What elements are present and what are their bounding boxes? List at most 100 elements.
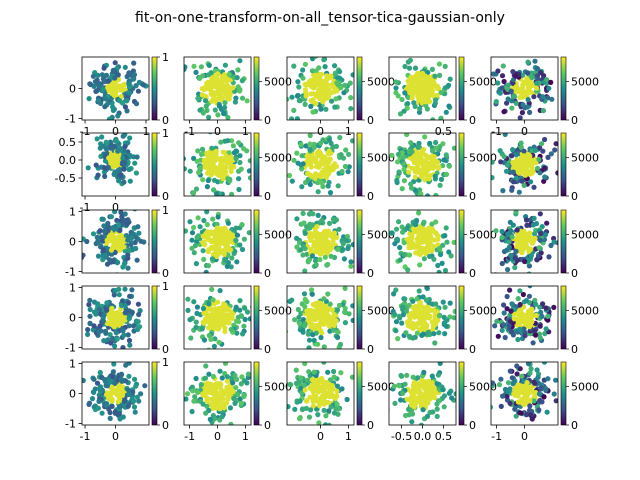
data-point <box>419 148 425 154</box>
data-point <box>223 158 229 164</box>
data-point <box>85 331 91 337</box>
data-point <box>323 168 329 174</box>
data-point <box>413 386 419 392</box>
colorbar-tick-label: 5000 <box>469 76 497 89</box>
data-point <box>117 227 123 234</box>
colorbar-tick-label: 5000 <box>264 152 292 165</box>
data-point <box>134 257 140 263</box>
data-point <box>234 330 240 336</box>
data-point <box>236 176 242 182</box>
data-point <box>90 73 96 79</box>
data-point <box>102 173 108 179</box>
data-point <box>518 144 524 150</box>
data-point <box>296 379 302 385</box>
data-point <box>131 404 138 410</box>
data-point <box>501 153 507 160</box>
data-point <box>541 165 548 171</box>
data-point <box>117 416 123 422</box>
data-point <box>102 165 108 171</box>
data-point <box>189 408 195 415</box>
data-point <box>86 400 93 406</box>
data-point <box>108 86 114 92</box>
data-point <box>434 92 440 98</box>
data-point <box>100 318 106 324</box>
data-point <box>545 317 551 323</box>
data-point <box>127 342 133 348</box>
data-point <box>225 114 231 120</box>
colorbar <box>458 132 465 197</box>
data-point <box>208 70 214 76</box>
data-point <box>126 81 132 87</box>
data-point <box>519 110 526 116</box>
data-point <box>396 383 403 389</box>
data-point <box>399 96 405 103</box>
data-point <box>415 154 421 160</box>
data-point <box>414 166 420 172</box>
data-point <box>234 259 240 265</box>
data-point <box>236 140 242 146</box>
data-point <box>417 187 423 193</box>
scatter-points <box>185 286 251 349</box>
data-point <box>215 88 221 94</box>
colorbar <box>253 361 260 426</box>
data-point <box>314 378 320 384</box>
data-point <box>104 320 110 327</box>
data-point <box>327 156 333 162</box>
data-point <box>122 317 128 323</box>
data-point <box>537 145 543 151</box>
data-point <box>420 331 426 337</box>
data-point <box>422 402 428 408</box>
data-point <box>226 150 232 156</box>
data-point <box>214 191 220 196</box>
data-point <box>348 95 354 101</box>
data-point <box>405 319 411 325</box>
data-point <box>228 421 234 425</box>
data-point <box>131 398 137 404</box>
data-point <box>200 401 206 407</box>
data-point <box>209 98 215 104</box>
data-point <box>408 85 414 91</box>
data-point <box>114 310 120 316</box>
data-point <box>418 422 424 425</box>
data-point <box>515 336 521 343</box>
data-point <box>519 373 525 379</box>
colorbar <box>560 209 567 274</box>
data-point <box>112 380 118 386</box>
data-point <box>203 162 209 168</box>
data-point <box>308 287 315 293</box>
data-point <box>222 302 228 308</box>
data-point <box>529 240 535 246</box>
data-point <box>508 308 514 314</box>
data-point <box>292 406 298 412</box>
data-point <box>297 97 303 103</box>
colorbar <box>458 361 465 426</box>
data-point <box>432 173 438 179</box>
data-point <box>416 274 421 279</box>
data-point <box>212 107 218 113</box>
data-point <box>412 187 418 193</box>
data-point <box>101 169 107 175</box>
data-point <box>320 83 326 89</box>
x-tick-label: 1 <box>345 125 352 138</box>
data-point <box>410 335 416 341</box>
colorbar-tick-label: 5000 <box>367 381 395 394</box>
data-point <box>325 369 331 375</box>
data-point <box>342 82 348 88</box>
data-point <box>226 237 233 243</box>
colorbar-tick-label: 5000 <box>367 305 395 318</box>
data-point <box>425 163 431 169</box>
data-point <box>111 324 117 330</box>
data-point <box>497 148 503 154</box>
data-point <box>525 59 531 65</box>
scatter-points <box>389 133 456 196</box>
data-point <box>442 304 448 310</box>
data-point <box>100 247 106 253</box>
data-point <box>415 250 422 256</box>
data-point <box>393 328 399 334</box>
data-point <box>320 307 326 313</box>
data-point <box>397 257 403 263</box>
data-point <box>287 404 291 410</box>
data-point <box>426 315 432 321</box>
data-point <box>102 104 108 110</box>
data-point <box>313 72 319 78</box>
